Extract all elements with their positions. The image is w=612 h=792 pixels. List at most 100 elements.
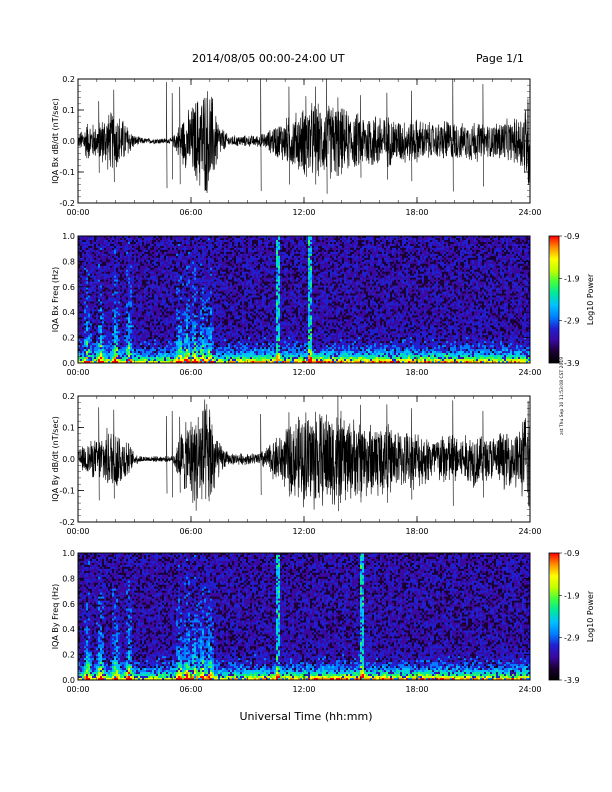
heat-cell (174, 321, 176, 323)
heat-cell (202, 323, 204, 325)
heat-cell (132, 280, 134, 282)
heat-cell (96, 296, 98, 298)
heat-cell (84, 238, 86, 240)
heat-cell (198, 325, 200, 327)
heat-cell (178, 300, 180, 302)
heat-cell (130, 311, 132, 313)
heat-cell (112, 357, 114, 359)
heat-cell (218, 341, 220, 343)
heat-cell (142, 238, 144, 240)
heat-cell (212, 260, 214, 262)
heat-cell (152, 315, 154, 317)
heat-cell (94, 292, 96, 294)
heat-cell (80, 357, 82, 359)
heat-cell (120, 294, 122, 296)
heat-cell (116, 254, 118, 256)
heat-cell (98, 262, 100, 264)
heat-cell (228, 296, 230, 298)
heat-cell (96, 256, 98, 258)
heat-cell (106, 319, 108, 321)
heat-cell (166, 260, 168, 262)
heat-cell (148, 341, 150, 343)
heat-cell (126, 258, 128, 260)
heat-cell (100, 349, 102, 351)
heat-cell (178, 343, 180, 345)
heat-cell (214, 266, 216, 268)
heat-cell (150, 270, 152, 272)
heat-cell (226, 345, 228, 347)
heat-cell (118, 260, 120, 262)
heat-cell (200, 317, 202, 319)
heat-cell (138, 311, 140, 313)
heat-cell (204, 327, 206, 329)
heat-cell (210, 355, 212, 357)
heat-cell (188, 305, 190, 307)
heat-cell (140, 296, 142, 298)
heat-cell (106, 313, 108, 315)
heat-cell (192, 311, 194, 313)
heat-cell (182, 240, 184, 242)
heat-cell (82, 339, 84, 341)
heat-cell (142, 325, 144, 327)
heat-cell (164, 254, 166, 256)
heat-cell (118, 242, 120, 244)
heat-cell (186, 290, 188, 292)
heat-cell (90, 341, 92, 343)
heat-cell (120, 260, 122, 262)
heat-cell (216, 242, 218, 244)
heat-cell (226, 258, 228, 260)
heat-cell (220, 303, 222, 305)
heat-cell (112, 353, 114, 355)
heat-cell (206, 307, 208, 309)
heat-cell (104, 305, 106, 307)
heat-cell (148, 335, 150, 337)
heat-cell (118, 329, 120, 331)
heat-cell (140, 345, 142, 347)
heat-cell (118, 317, 120, 319)
heat-cell (178, 292, 180, 294)
heat-cell (148, 323, 150, 325)
heat-cell (86, 270, 88, 272)
heat-cell (160, 313, 162, 315)
heat-cell (180, 335, 182, 337)
heat-cell (120, 331, 122, 333)
heat-cell (144, 345, 146, 347)
heat-cell (102, 260, 104, 262)
heat-cell (196, 337, 198, 339)
heat-cell (194, 294, 196, 296)
heat-cell (172, 282, 174, 284)
heat-cell (204, 321, 206, 323)
heat-cell (180, 341, 182, 343)
heat-cell (88, 256, 90, 258)
heat-cell (188, 258, 190, 260)
heat-cell (172, 264, 174, 266)
heat-cell (138, 286, 140, 288)
heat-cell (128, 276, 130, 278)
heat-cell (152, 290, 154, 292)
heat-cell (96, 345, 98, 347)
heat-cell (210, 248, 212, 250)
heat-cell (170, 262, 172, 264)
heat-cell (182, 284, 184, 286)
heat-cell (112, 311, 114, 313)
heat-cell (134, 343, 136, 345)
heat-cell (104, 268, 106, 270)
heat-cell (166, 286, 168, 288)
heat-cell (86, 339, 88, 341)
heat-cell (98, 341, 100, 343)
heat-cell (204, 288, 206, 290)
heat-cell (152, 250, 154, 252)
heat-cell (116, 335, 118, 337)
heat-cell (200, 292, 202, 294)
heat-cell (182, 252, 184, 254)
heat-cell (100, 248, 102, 250)
heat-cell (220, 272, 222, 274)
heat-cell (82, 268, 84, 270)
heat-cell (94, 272, 96, 274)
heat-cell (186, 355, 188, 357)
heat-cell (100, 319, 102, 321)
heat-cell (152, 335, 154, 337)
heat-cell (108, 288, 110, 290)
heat-cell (160, 286, 162, 288)
heat-cell (210, 278, 212, 280)
